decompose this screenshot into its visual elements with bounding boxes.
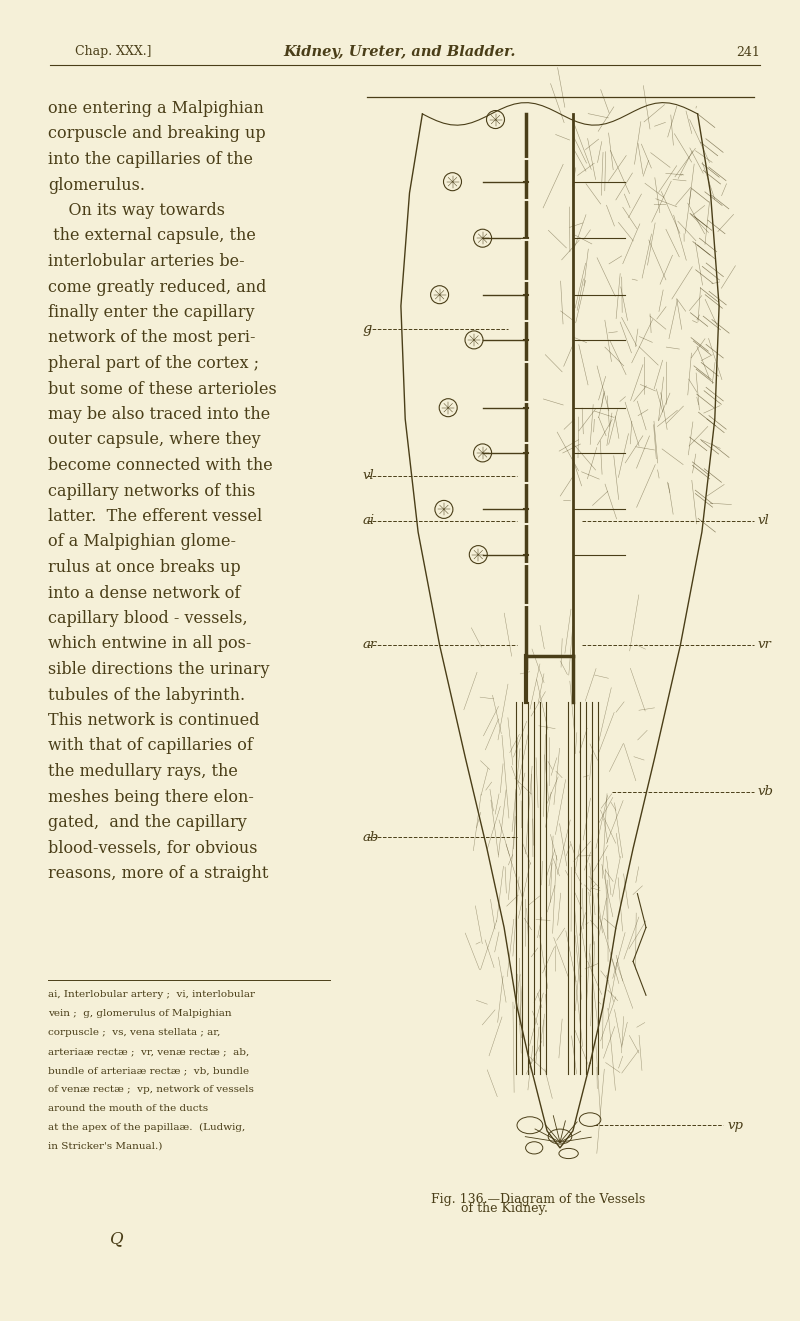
Text: Chap. XXX.]: Chap. XXX.] — [75, 45, 151, 58]
Text: the medullary rays, the: the medullary rays, the — [48, 764, 238, 779]
Text: but some of these arterioles: but some of these arterioles — [48, 380, 277, 398]
Text: around the mouth of the ducts: around the mouth of the ducts — [48, 1104, 208, 1114]
Text: come greatly reduced, and: come greatly reduced, and — [48, 279, 266, 296]
Text: corpuscle and breaking up: corpuscle and breaking up — [48, 125, 266, 143]
Text: of the Kidney.: of the Kidney. — [461, 1202, 548, 1215]
Text: in Stricker's Manual.): in Stricker's Manual.) — [48, 1141, 162, 1151]
Text: into a dense network of: into a dense network of — [48, 584, 240, 601]
Text: g: g — [362, 321, 371, 336]
Text: corpuscle ;  vs, vena stellata ; ar,: corpuscle ; vs, vena stellata ; ar, — [48, 1028, 220, 1037]
Text: blood-vessels, for obvious: blood-vessels, for obvious — [48, 840, 258, 856]
Text: finally enter the capillary: finally enter the capillary — [48, 304, 254, 321]
Text: reasons, more of a straight: reasons, more of a straight — [48, 865, 268, 882]
Text: arteriaæ rectæ ;  vr, venæ rectæ ;  ab,: arteriaæ rectæ ; vr, venæ rectæ ; ab, — [48, 1048, 250, 1055]
Text: which entwine in all pos-: which entwine in all pos- — [48, 635, 251, 653]
Text: into the capillaries of the: into the capillaries of the — [48, 151, 253, 168]
Text: bundle of arteriaæ rectæ ;  vb, bundle: bundle of arteriaæ rectæ ; vb, bundle — [48, 1066, 249, 1075]
Text: sible directions the urinary: sible directions the urinary — [48, 660, 270, 678]
Text: the external capsule, the: the external capsule, the — [48, 227, 256, 244]
Text: ar: ar — [362, 638, 377, 651]
Text: ai, Interlobular artery ;  vi, interlobular: ai, Interlobular artery ; vi, interlobul… — [48, 989, 255, 999]
Text: tubules of the labyrinth.: tubules of the labyrinth. — [48, 687, 245, 704]
Text: vl: vl — [362, 469, 374, 482]
Text: outer capsule, where they: outer capsule, where they — [48, 432, 261, 449]
Text: vr: vr — [758, 638, 772, 651]
Text: may be also traced into the: may be also traced into the — [48, 406, 270, 423]
Text: On its way towards: On its way towards — [48, 202, 225, 219]
Text: vb: vb — [758, 786, 774, 798]
Text: capillary blood - vessels,: capillary blood - vessels, — [48, 610, 248, 627]
Text: ab: ab — [362, 831, 378, 844]
Text: glomerulus.: glomerulus. — [48, 177, 145, 193]
Text: rulus at once breaks up: rulus at once breaks up — [48, 559, 241, 576]
Text: latter.  The efferent vessel: latter. The efferent vessel — [48, 509, 262, 524]
Text: 241: 241 — [736, 45, 760, 58]
Text: ai: ai — [362, 514, 374, 527]
Text: vein ;  g, glomerulus of Malpighian: vein ; g, glomerulus of Malpighian — [48, 1009, 232, 1018]
Text: This network is continued: This network is continued — [48, 712, 259, 729]
Text: interlobular arteries be-: interlobular arteries be- — [48, 254, 245, 269]
Text: Q: Q — [110, 1230, 124, 1247]
Text: meshes being there elon-: meshes being there elon- — [48, 789, 254, 806]
Text: Kidney, Ureter, and Bladder.: Kidney, Ureter, and Bladder. — [284, 45, 516, 59]
Text: one entering a Malpighian: one entering a Malpighian — [48, 100, 264, 118]
Text: of venæ rectæ ;  vp, network of vessels: of venæ rectæ ; vp, network of vessels — [48, 1085, 254, 1094]
Text: vl: vl — [758, 514, 770, 527]
Text: capillary networks of this: capillary networks of this — [48, 482, 255, 499]
Text: network of the most peri-: network of the most peri- — [48, 329, 255, 346]
Text: at the apex of the papillaæ.  (Ludwig,: at the apex of the papillaæ. (Ludwig, — [48, 1123, 246, 1132]
Text: with that of capillaries of: with that of capillaries of — [48, 737, 253, 754]
Text: of a Malpighian glome-: of a Malpighian glome- — [48, 534, 236, 551]
Text: pheral part of the cortex ;: pheral part of the cortex ; — [48, 355, 259, 373]
Text: vp: vp — [728, 1119, 744, 1132]
Text: gated,  and the capillary: gated, and the capillary — [48, 814, 246, 831]
Text: Fig. 136.—Diagram of the Vessels: Fig. 136.—Diagram of the Vessels — [431, 1193, 646, 1206]
Text: become connected with the: become connected with the — [48, 457, 273, 474]
